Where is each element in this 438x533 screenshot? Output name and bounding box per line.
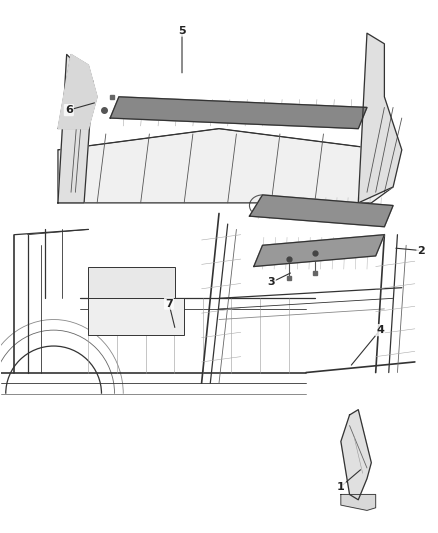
Polygon shape: [358, 33, 402, 203]
Text: 3: 3: [268, 277, 275, 287]
Polygon shape: [250, 195, 393, 227]
Text: 4: 4: [376, 325, 384, 335]
Polygon shape: [341, 495, 376, 511]
Polygon shape: [254, 235, 385, 266]
Bar: [88, 298, 184, 335]
Polygon shape: [58, 54, 97, 128]
Polygon shape: [110, 97, 367, 128]
Bar: [88, 266, 176, 298]
Polygon shape: [58, 128, 393, 203]
Polygon shape: [58, 54, 93, 203]
Text: 7: 7: [165, 298, 173, 309]
Polygon shape: [341, 410, 371, 500]
Text: 6: 6: [65, 105, 73, 115]
Text: 5: 5: [178, 26, 186, 36]
Text: 2: 2: [417, 246, 425, 256]
Text: 1: 1: [337, 481, 345, 491]
